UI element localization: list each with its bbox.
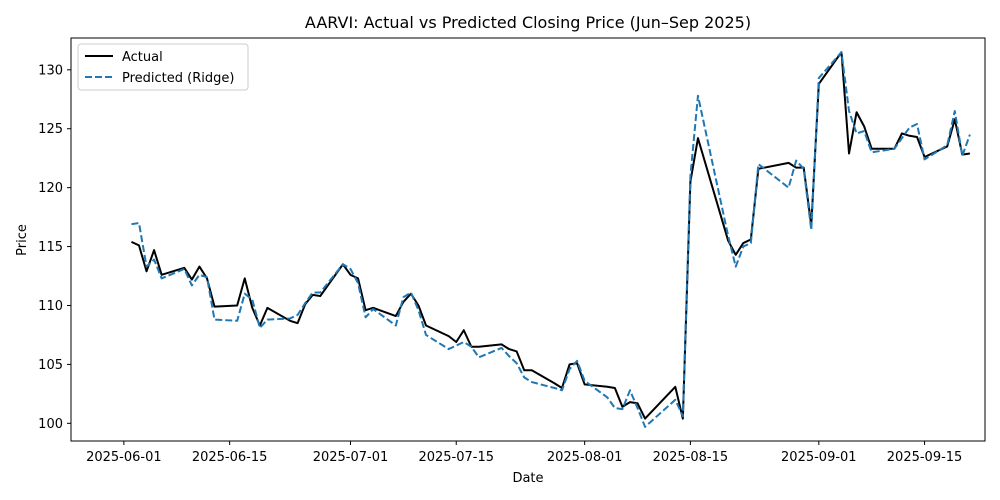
x-tick-label: 2025-07-15 [418,450,494,465]
y-tick-label: 115 [38,240,63,255]
y-tick-label: 130 [38,63,63,78]
legend-label-actual: Actual [122,50,163,65]
legend-box [77,43,249,91]
y-tick-label: 120 [38,181,63,196]
x-tick-label: 2025-08-15 [653,450,729,465]
legend: Actual Predicted (Ridge) [77,43,249,91]
legend-label-predicted: Predicted (Ridge) [122,71,234,86]
chart-title: AARVI: Actual vs Predicted Closing Price… [305,13,751,32]
x-tick-label: 2025-06-15 [192,450,268,465]
y-axis-label: Price [15,224,30,256]
x-tick-label: 2025-09-15 [887,450,963,465]
y-tick-label: 110 [38,299,63,314]
y-tick-label: 105 [38,358,63,373]
x-tick-label: 2025-06-01 [86,450,162,465]
plot-frame [70,37,986,442]
x-tick-label: 2025-09-01 [781,450,857,465]
x-axis-label: Date [512,471,543,486]
x-tick-label: 2025-07-01 [313,450,389,465]
y-tick-label: 100 [38,417,63,432]
series-line-predicted [131,51,971,428]
x-tick-label: 2025-08-01 [547,450,623,465]
y-tick-label: 125 [38,122,63,137]
